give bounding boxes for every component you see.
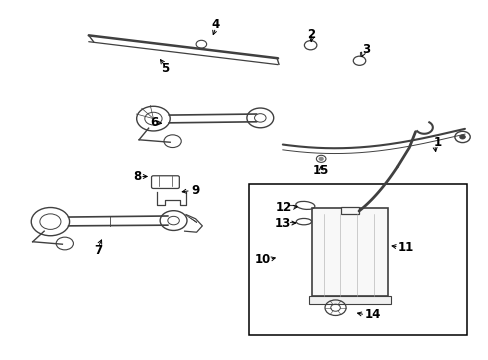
Text: 14: 14: [364, 308, 380, 321]
Bar: [249, 184, 467, 335]
Bar: [311, 208, 387, 296]
Text: 1: 1: [433, 136, 441, 149]
Text: 12: 12: [276, 201, 292, 214]
Text: 13: 13: [274, 217, 290, 230]
Text: 6: 6: [150, 116, 158, 129]
Bar: [340, 207, 358, 213]
Circle shape: [319, 157, 323, 160]
Text: 3: 3: [361, 43, 369, 56]
Bar: [308, 296, 390, 304]
Text: 2: 2: [307, 28, 315, 41]
Text: 7: 7: [94, 244, 102, 257]
Text: 11: 11: [397, 240, 413, 253]
Circle shape: [459, 135, 465, 139]
Text: 9: 9: [191, 184, 200, 197]
Text: 4: 4: [211, 18, 220, 31]
Text: 10: 10: [254, 253, 270, 266]
Text: 15: 15: [312, 164, 329, 177]
Text: 5: 5: [161, 62, 169, 75]
Text: 8: 8: [133, 170, 141, 183]
